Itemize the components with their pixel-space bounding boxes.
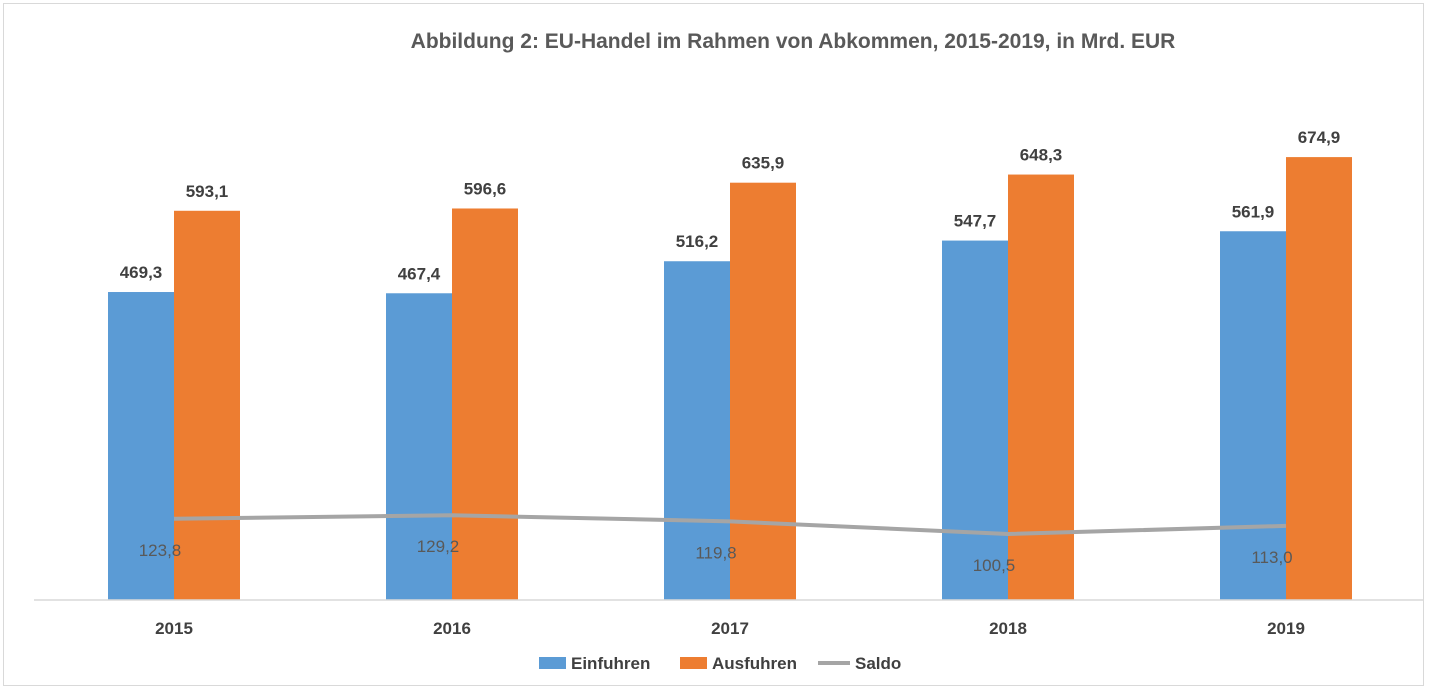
- bar-einfuhren-2016: [386, 293, 452, 600]
- data-label-ausfuhren-2017: 635,9: [742, 154, 785, 173]
- legend-swatch-ausfuhren: [680, 657, 707, 669]
- legend-swatch-einfuhren: [539, 657, 566, 669]
- data-label-einfuhren-2017: 516,2: [676, 232, 719, 251]
- legend-label-saldo: Saldo: [855, 654, 901, 673]
- series-line-saldo: [173, 513, 1287, 537]
- bar-einfuhren-2017: [664, 261, 730, 600]
- data-label-saldo-2015: 123,8: [139, 541, 182, 560]
- bar-ausfuhren-2017: [730, 182, 796, 601]
- plot-area: 469,3 593,1 467,4 596,6 516,2 635,9 547,7 648,3…: [108, 128, 1352, 601]
- chart-title: Abbildung 2: EU-Handel im Rahmen von Abk…: [411, 30, 1176, 53]
- data-label-einfuhren-2016: 467,4: [398, 264, 441, 283]
- data-label-ausfuhren-2018: 648,3: [1020, 146, 1063, 165]
- bar-ausfuhren-2015: [174, 210, 240, 600]
- data-label-ausfuhren-2019: 674,9: [1298, 128, 1341, 147]
- x-tick-label-2018: 2018: [989, 619, 1027, 638]
- x-tick-label-2019: 2019: [1267, 619, 1305, 638]
- bar-einfuhren-2019: [1220, 231, 1286, 601]
- data-label-ausfuhren-2015: 593,1: [186, 182, 229, 201]
- bar-ausfuhren-2016: [452, 208, 518, 600]
- bar-ausfuhren-2018: [1008, 174, 1074, 600]
- legend-label-einfuhren: Einfuhren: [571, 654, 650, 673]
- data-label-saldo-2017: 119,8: [695, 543, 736, 562]
- x-tick-label-2015: 2015: [155, 619, 193, 638]
- x-tick-label-2016: 2016: [433, 619, 471, 638]
- bar-einfuhren-2015: [108, 292, 174, 600]
- data-label-saldo-2016: 129,2: [417, 537, 460, 556]
- data-label-einfuhren-2019: 561,9: [1232, 202, 1275, 221]
- data-label-ausfuhren-2016: 596,6: [464, 179, 507, 198]
- data-label-einfuhren-2015: 469,3: [120, 263, 163, 282]
- bar-ausfuhren-2019: [1286, 157, 1352, 601]
- x-tick-label-2017: 2017: [711, 619, 749, 638]
- legend-label-ausfuhren: Ausfuhren: [712, 654, 797, 673]
- data-label-saldo-2019: 113,0: [1251, 548, 1292, 567]
- x-axis: 2015 2016 2017 2018 2019: [34, 599, 1424, 638]
- legend: Einfuhren Ausfuhren Saldo: [539, 654, 901, 673]
- data-label-einfuhren-2018: 547,7: [954, 212, 997, 231]
- bar-einfuhren-2018: [942, 240, 1008, 600]
- data-label-saldo-2018: 100,5: [973, 556, 1016, 575]
